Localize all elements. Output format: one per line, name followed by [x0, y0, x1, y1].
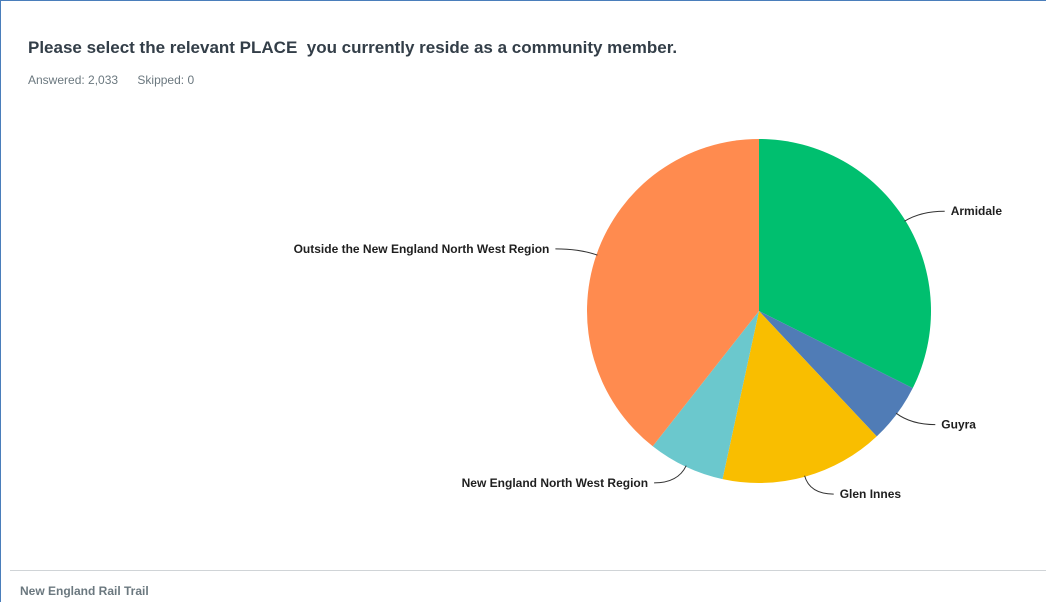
pie-leader-lines [555, 210, 945, 495]
pie-slice-outside-the-new-england-north-west-region[interactable] [587, 139, 759, 447]
pie-labels: Armidale Guyra Glen Innes New England North… [294, 204, 1003, 501]
leader-line-guyra [895, 412, 936, 426]
leader-line-new-england-north-west-region [654, 465, 687, 484]
pie-label-armidale: Armidale [951, 204, 1003, 218]
pie-slice-guyra[interactable] [759, 311, 913, 437]
leader-line-outside-the-new-england-north-west-region [555, 248, 598, 256]
pie-chart: Armidale Guyra Glen Innes New England North… [294, 139, 1003, 501]
pie-label-guyra: Guyra [941, 418, 976, 432]
section-divider [10, 570, 1046, 571]
skipped-count: Skipped: 0 [137, 73, 195, 87]
pie-label-new-england-north-west-region: New England North West Region [462, 476, 648, 490]
pie-slices [587, 139, 931, 483]
next-question-title: New England Rail Trail [20, 584, 149, 598]
leader-line-glen-innes [804, 475, 834, 495]
pie-label-glen-innes: Glen Innes [840, 487, 902, 501]
pie-slice-glen-innes[interactable] [722, 311, 877, 483]
leader-line-armidale [904, 210, 945, 222]
pie-slice-armidale[interactable] [759, 139, 931, 389]
pie-label-outside-the-new-england-north-west-region: Outside the New England North West Regio… [294, 242, 550, 256]
answered-count: Answered: 2,033 [28, 73, 119, 87]
pie-slice-new-england-north-west-region[interactable] [652, 311, 759, 480]
response-stats: Answered: 2,033 Skipped: 0 [28, 73, 194, 87]
question-title: Please select the relevant PLACE you cur… [28, 38, 678, 57]
